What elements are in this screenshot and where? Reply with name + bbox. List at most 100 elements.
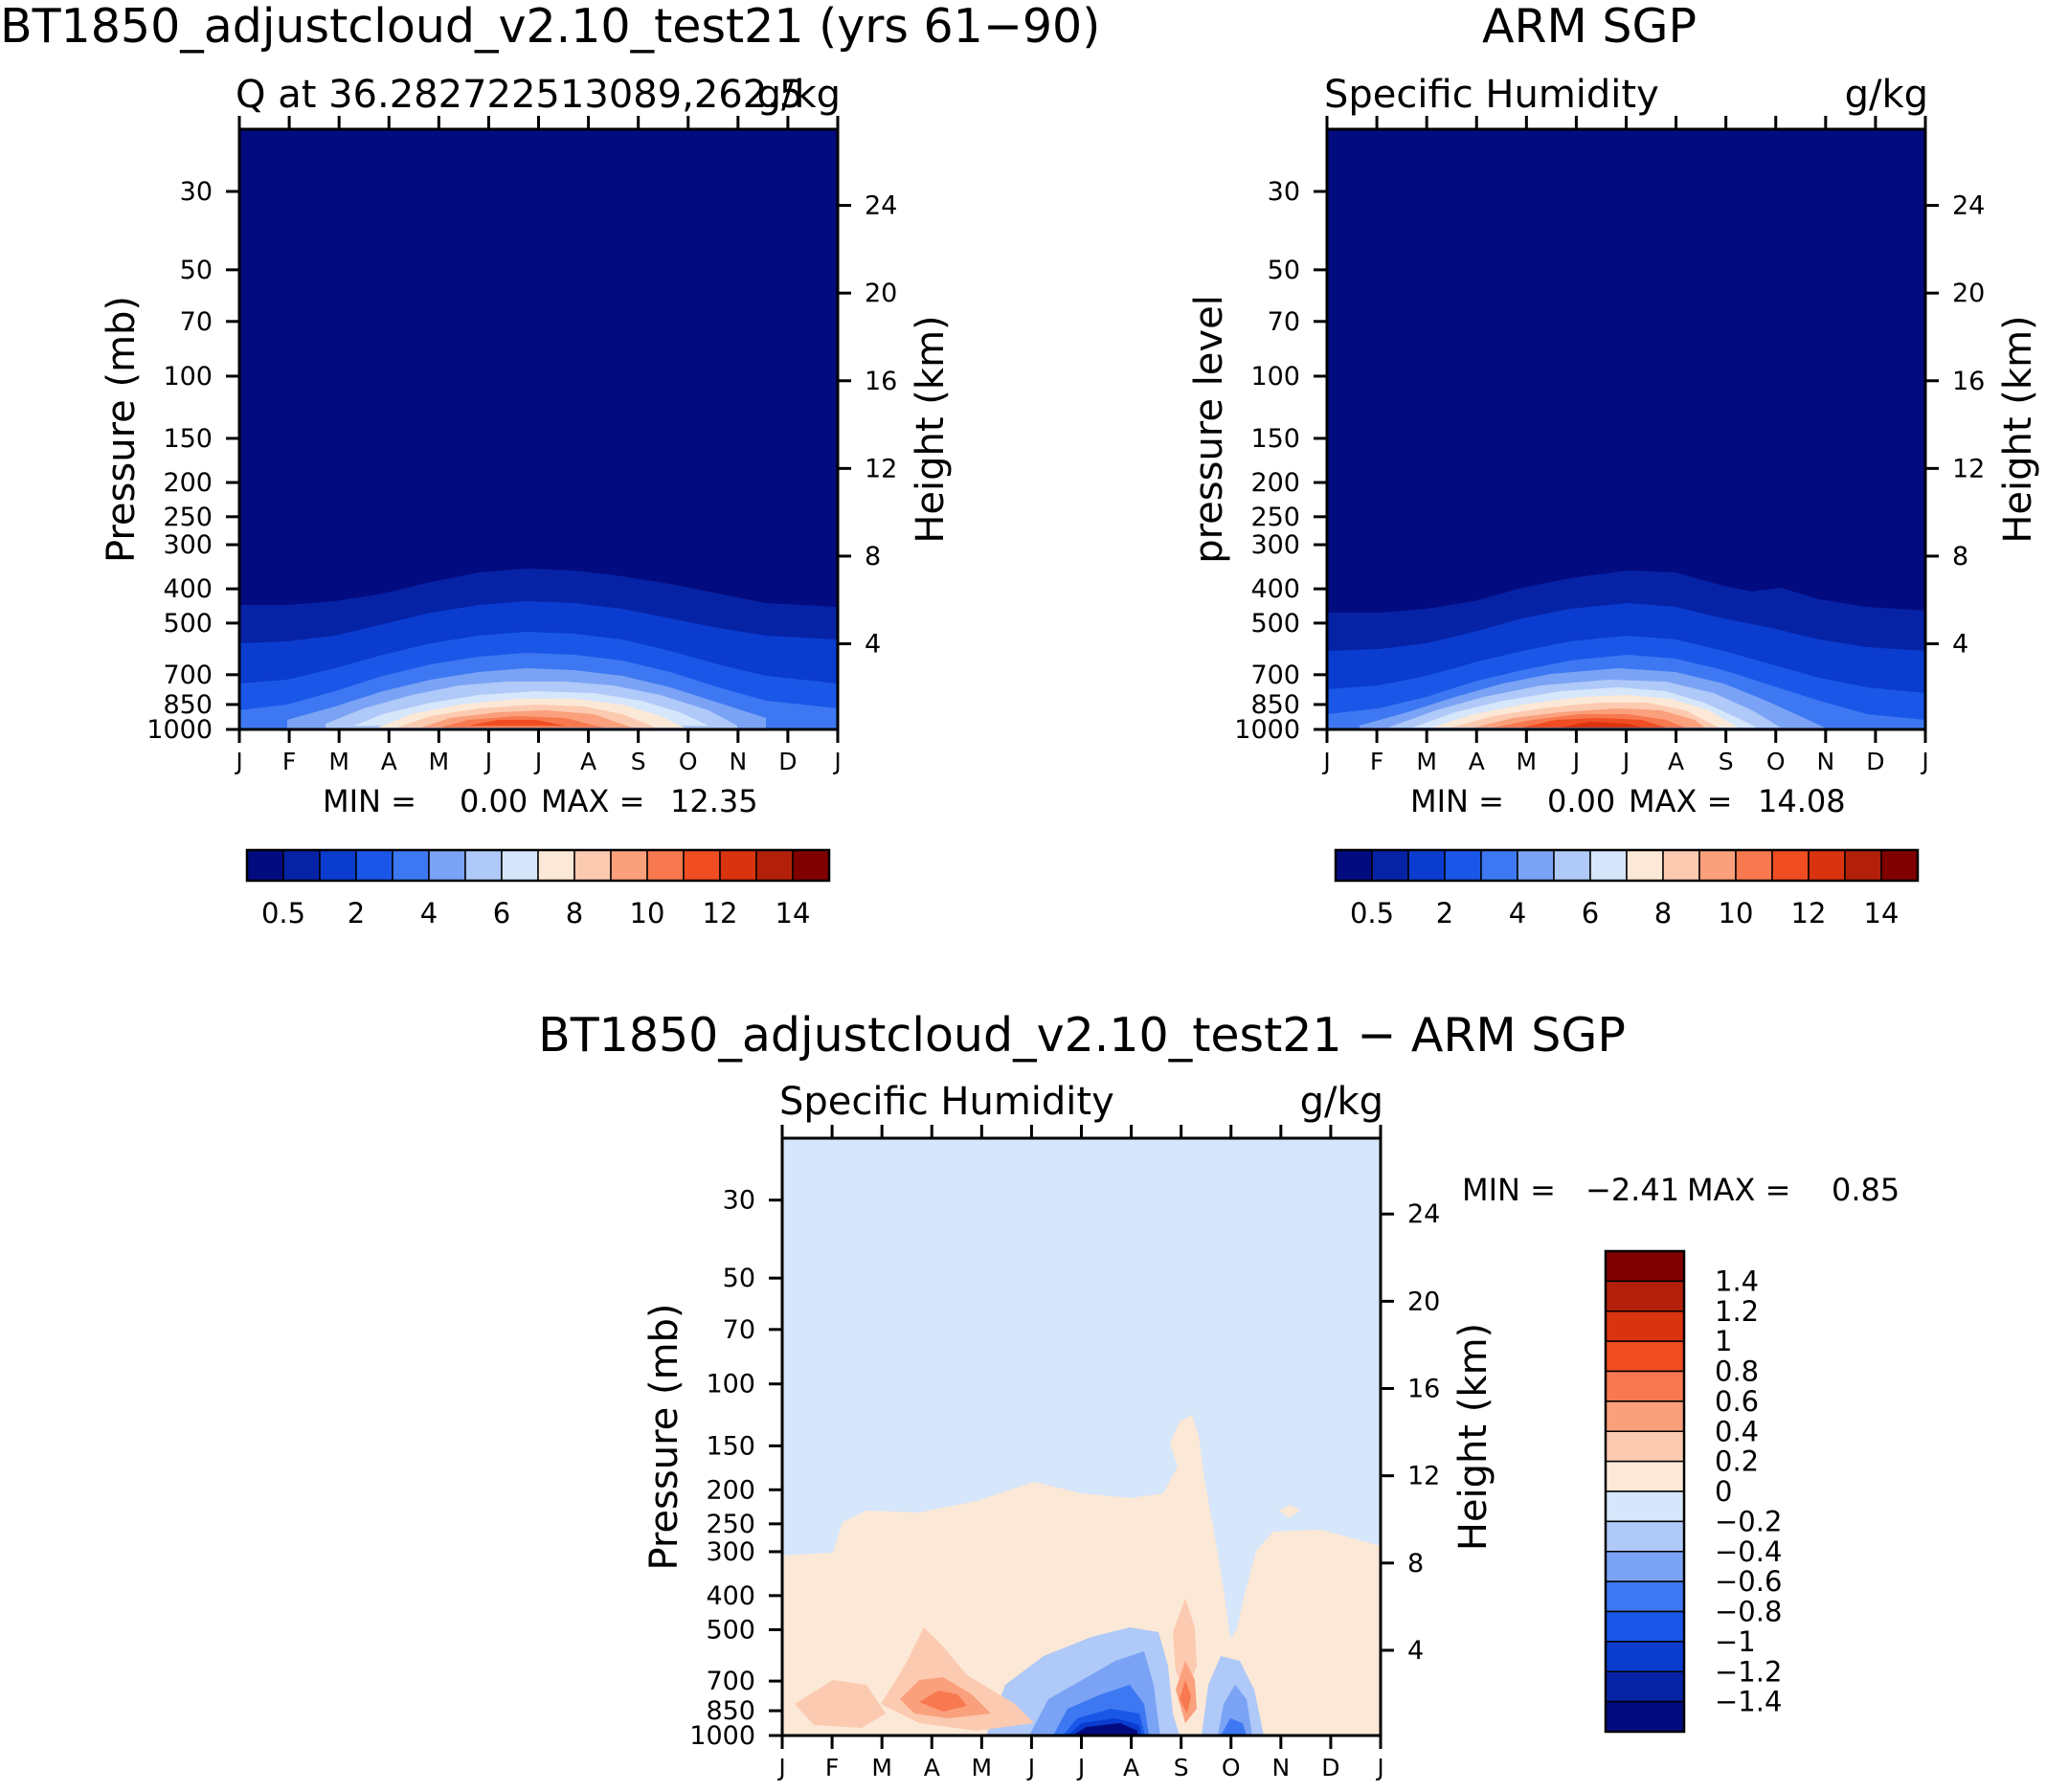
x-tick-label: A	[924, 1754, 940, 1781]
colorbar-label: 0.5	[261, 897, 305, 930]
panel-model-colorbar: 0.5 2 4 6 8 10 12 14	[245, 848, 831, 930]
panel-model-units: g/kg	[757, 73, 841, 117]
panel-diff-subtitle: Specific Humidity	[779, 1080, 1114, 1124]
colorbar-box	[1605, 1490, 1685, 1523]
y-tick-label: 30	[723, 1186, 755, 1216]
panel-model-subtitle: Q at 36.282722513089,262.5	[236, 73, 803, 117]
x-tick-label: A	[1123, 1754, 1139, 1781]
colorbar-box	[1605, 1400, 1685, 1432]
colorbar-label: 14	[776, 897, 811, 930]
colorbar-box	[1735, 849, 1773, 882]
x-tick-label: D	[1321, 1754, 1339, 1781]
colorbar-label: 0.8	[1715, 1355, 1759, 1388]
colorbar-box	[683, 849, 721, 882]
y-tick-label: 250	[1250, 503, 1300, 532]
colorbar-label: 10	[1719, 897, 1754, 930]
colorbar-box	[1553, 849, 1591, 882]
colorbar-label: 0	[1715, 1475, 1732, 1508]
panel-obs-max-value: 14.08	[1758, 783, 1846, 819]
contour-band	[1180, 1680, 1191, 1714]
colorbar-box	[1605, 1610, 1685, 1643]
y-tick-label: 70	[723, 1315, 755, 1345]
colorbar-frame	[1334, 848, 1920, 883]
panel-obs-subtitle: Specific Humidity	[1324, 73, 1659, 117]
panel-obs-contours	[1327, 129, 1925, 729]
panel-diff-colorbar: 1.41.210.80.60.40.20−0.2−0.4−0.6−0.8−1−1…	[1604, 1249, 1782, 1734]
panel-diff-max-label: MAX =	[1687, 1172, 1790, 1208]
colorbar-box	[501, 849, 539, 882]
colorbar-box	[755, 849, 794, 882]
y-tick-label: 150	[706, 1431, 755, 1461]
x-tick-label: M	[871, 1754, 892, 1781]
x-tick-label: F	[282, 748, 296, 775]
colorbar-box	[1880, 849, 1919, 882]
contour-band	[469, 720, 565, 726]
x-tick-label: J	[1571, 748, 1580, 775]
x-tick-label: M	[1416, 748, 1437, 775]
colorbar-label: 8	[566, 897, 583, 930]
y2-tick-label: 16	[865, 367, 897, 396]
x-tick-label: A	[1668, 748, 1684, 775]
colorbar-label: 1.2	[1715, 1295, 1759, 1328]
colorbar-box	[1335, 849, 1373, 882]
x-tick-label: O	[679, 748, 698, 775]
colorbar-label: 14	[1864, 897, 1900, 930]
y-tick-label: 50	[723, 1264, 755, 1293]
colorbar-box	[792, 849, 830, 882]
y-axis-label: Pressure (mb)	[642, 1303, 686, 1570]
colorbar-label: 4	[1509, 897, 1526, 930]
panel-obs-min-value: 0.00	[1547, 783, 1615, 819]
colorbar-box	[1371, 849, 1409, 882]
y-tick-label: 300	[163, 530, 213, 560]
colorbar-box	[537, 849, 575, 882]
colorbar-box	[573, 849, 612, 882]
contour-band	[795, 1680, 886, 1728]
x-tick-label: N	[729, 748, 747, 775]
y-tick-label: 100	[1250, 362, 1300, 392]
y2-tick-label: 12	[865, 454, 897, 483]
colorbar-box	[1605, 1670, 1685, 1703]
colorbar-label: 8	[1654, 897, 1672, 930]
colorbar-box	[1626, 849, 1664, 882]
y2-tick-label: 8	[1407, 1549, 1424, 1579]
colorbar-label: −0.2	[1715, 1505, 1782, 1537]
y-tick-label: 700	[163, 661, 213, 690]
y-tick-label: 850	[706, 1696, 755, 1726]
y-tick-label: 500	[163, 609, 213, 638]
colorbar-frame	[1604, 1249, 1686, 1734]
y2-tick-label: 20	[865, 279, 897, 308]
x-tick-label: S	[631, 748, 646, 775]
colorbar-box	[1771, 849, 1810, 882]
y-tick-label: 500	[1250, 609, 1300, 638]
y-tick-label: 250	[706, 1510, 755, 1539]
colorbar-box	[719, 849, 757, 882]
y2-tick-label: 16	[1952, 367, 1985, 396]
colorbar-label: −1.4	[1715, 1686, 1782, 1718]
x-tick-label: D	[778, 748, 797, 775]
contour-band	[1279, 1505, 1300, 1518]
x-tick-label: J	[1026, 1754, 1035, 1781]
x-tick-label: N	[1816, 748, 1834, 775]
y-tick-label: 100	[163, 362, 213, 392]
contour-band	[1218, 1685, 1252, 1736]
colorbar-box	[355, 849, 393, 882]
x-tick-label: J	[1920, 748, 1928, 775]
y-tick-label: 400	[1250, 574, 1300, 604]
x-tick-label: J	[533, 748, 542, 775]
x-tick-label: J	[1076, 1754, 1085, 1781]
colorbar-label: 6	[1582, 897, 1599, 930]
y2-tick-label: 20	[1407, 1287, 1440, 1316]
y-tick-label: 150	[163, 424, 213, 454]
y-tick-label: 300	[706, 1537, 755, 1567]
colorbar-label: −1	[1715, 1625, 1756, 1658]
contour-band	[919, 1691, 967, 1712]
panel-diff-max-value: 0.85	[1832, 1172, 1900, 1208]
x-tick-label: S	[1719, 748, 1734, 775]
x-tick-label: O	[1766, 748, 1786, 775]
colorbar-label: 4	[420, 897, 438, 930]
y-tick-label: 1000	[689, 1721, 755, 1751]
colorbar-box	[319, 849, 357, 882]
x-tick-label: J	[234, 748, 242, 775]
